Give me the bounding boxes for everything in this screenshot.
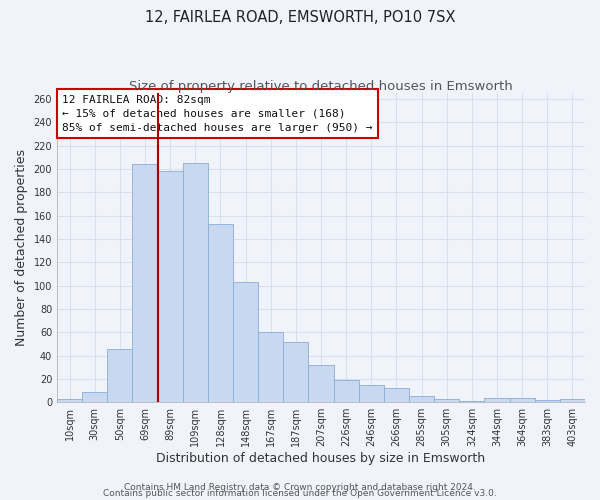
Bar: [560, 398, 585, 402]
Text: 12 FAIRLEA ROAD: 82sqm
← 15% of detached houses are smaller (168)
85% of semi-de: 12 FAIRLEA ROAD: 82sqm ← 15% of detached…: [62, 94, 373, 132]
Title: Size of property relative to detached houses in Emsworth: Size of property relative to detached ho…: [129, 80, 513, 93]
Bar: [233, 282, 258, 402]
Text: Contains public sector information licensed under the Open Government Licence v3: Contains public sector information licen…: [103, 490, 497, 498]
Bar: [409, 396, 434, 402]
Bar: [359, 384, 384, 402]
Bar: [107, 348, 133, 402]
Bar: [434, 398, 459, 402]
Bar: [484, 398, 509, 402]
Bar: [183, 163, 208, 402]
Bar: [82, 392, 107, 402]
Bar: [459, 401, 484, 402]
Text: 12, FAIRLEA ROAD, EMSWORTH, PO10 7SX: 12, FAIRLEA ROAD, EMSWORTH, PO10 7SX: [145, 10, 455, 25]
Bar: [208, 224, 233, 402]
Bar: [334, 380, 359, 402]
Bar: [535, 400, 560, 402]
Bar: [57, 398, 82, 402]
Y-axis label: Number of detached properties: Number of detached properties: [15, 149, 28, 346]
Bar: [308, 365, 334, 402]
Bar: [509, 398, 535, 402]
X-axis label: Distribution of detached houses by size in Emsworth: Distribution of detached houses by size …: [157, 452, 485, 465]
Bar: [158, 171, 183, 402]
Bar: [283, 342, 308, 402]
Bar: [258, 332, 283, 402]
Bar: [133, 164, 158, 402]
Bar: [384, 388, 409, 402]
Text: Contains HM Land Registry data © Crown copyright and database right 2024.: Contains HM Land Registry data © Crown c…: [124, 484, 476, 492]
